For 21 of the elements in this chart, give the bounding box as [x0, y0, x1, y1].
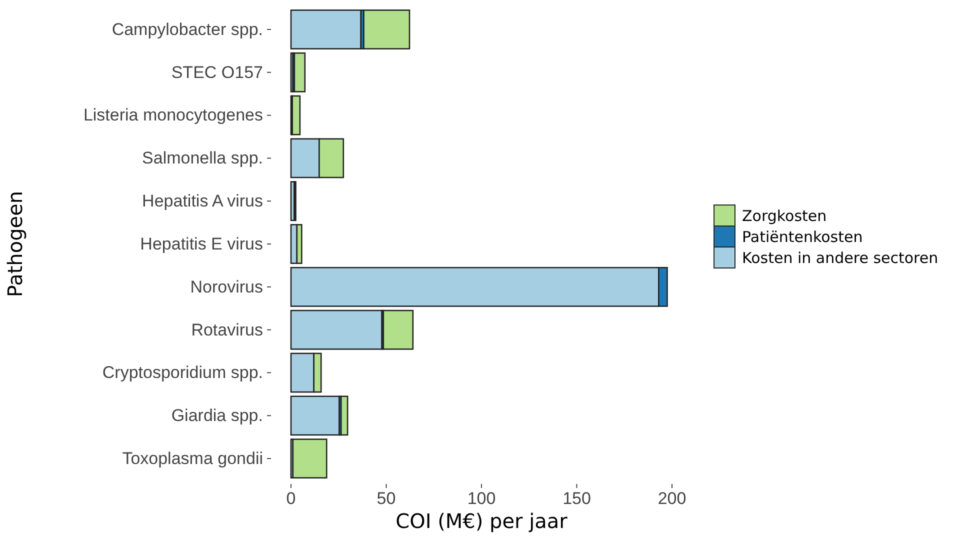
y-axis-title: Pathogeen: [3, 190, 27, 298]
y-tick-label: Toxoplasma gondii: [122, 448, 263, 468]
y-tick-label: Hepatitis A virus: [142, 192, 263, 211]
y-tick-label: Listeria monocytogenes: [83, 106, 263, 125]
y-tick-label: Rotavirus: [191, 320, 263, 340]
y-tick-label: STEC O157: [171, 62, 263, 82]
y-tick-label: Norovirus: [190, 277, 263, 296]
legend-label: Kosten in andere sectoren: [742, 249, 938, 267]
y-tick-label: Giardia spp.: [171, 406, 263, 426]
y-tick-label: Cryptosporidium spp.: [102, 363, 263, 382]
legend-label: Patiëntenkosten: [742, 228, 863, 246]
y-tick-label: Salmonella spp.: [142, 148, 263, 168]
y-tick-label: Campylobacter spp.: [112, 20, 263, 39]
x-axis-title: COI (M€) per jaar: [396, 509, 568, 533]
x-tick-label: 0: [286, 489, 296, 508]
y-tick-label: Hepatitis E virus: [140, 234, 263, 254]
legend-label: Zorgkosten: [742, 207, 827, 225]
x-tick-label: 50: [376, 489, 396, 508]
x-tick-label: 100: [467, 489, 496, 508]
x-tick-label: 200: [658, 489, 686, 508]
x-tick-label: 150: [562, 489, 591, 508]
